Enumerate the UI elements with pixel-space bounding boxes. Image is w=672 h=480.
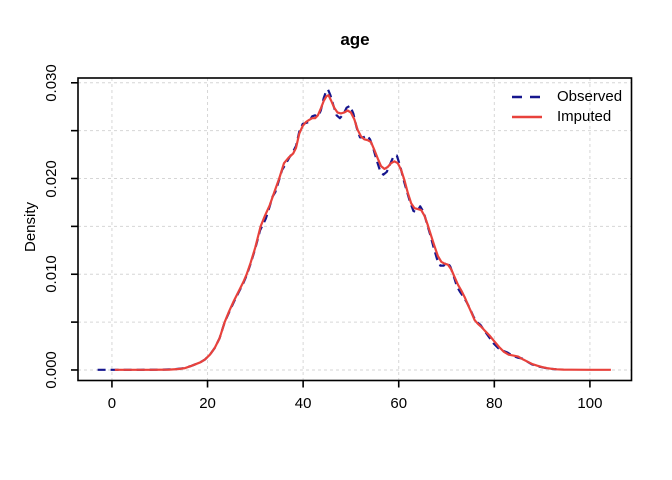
observed-dashed-line-icon — [512, 95, 542, 99]
plot-box — [77, 77, 633, 382]
y-tick-label: 0.030 — [43, 64, 60, 102]
imputed-solid-line-icon — [512, 115, 542, 119]
y-tick-label: 0.010 — [43, 255, 60, 294]
x-tick-label: 0 — [107, 395, 117, 412]
x-tick-label: 40 — [294, 395, 312, 412]
legend-entry-imputed: Imputed — [505, 107, 622, 127]
legend-entry-observed: Observed — [505, 87, 622, 107]
y-tick-label: 0.020 — [43, 159, 60, 198]
plot-title: age — [340, 30, 370, 49]
x-tick-label: 100 — [577, 395, 603, 412]
imputed-density-curve — [114, 94, 611, 371]
observed-density-curve — [97, 88, 557, 371]
legend-label-imputed: Imputed — [557, 108, 612, 125]
y-tick-label: 0.000 — [43, 351, 60, 389]
x-tick-label: 20 — [199, 395, 216, 412]
legend-label-observed: Observed — [557, 88, 623, 105]
legend: Observed Imputed — [505, 87, 622, 127]
x-tick-label: 80 — [485, 395, 503, 412]
x-tick-label: 60 — [390, 395, 408, 412]
